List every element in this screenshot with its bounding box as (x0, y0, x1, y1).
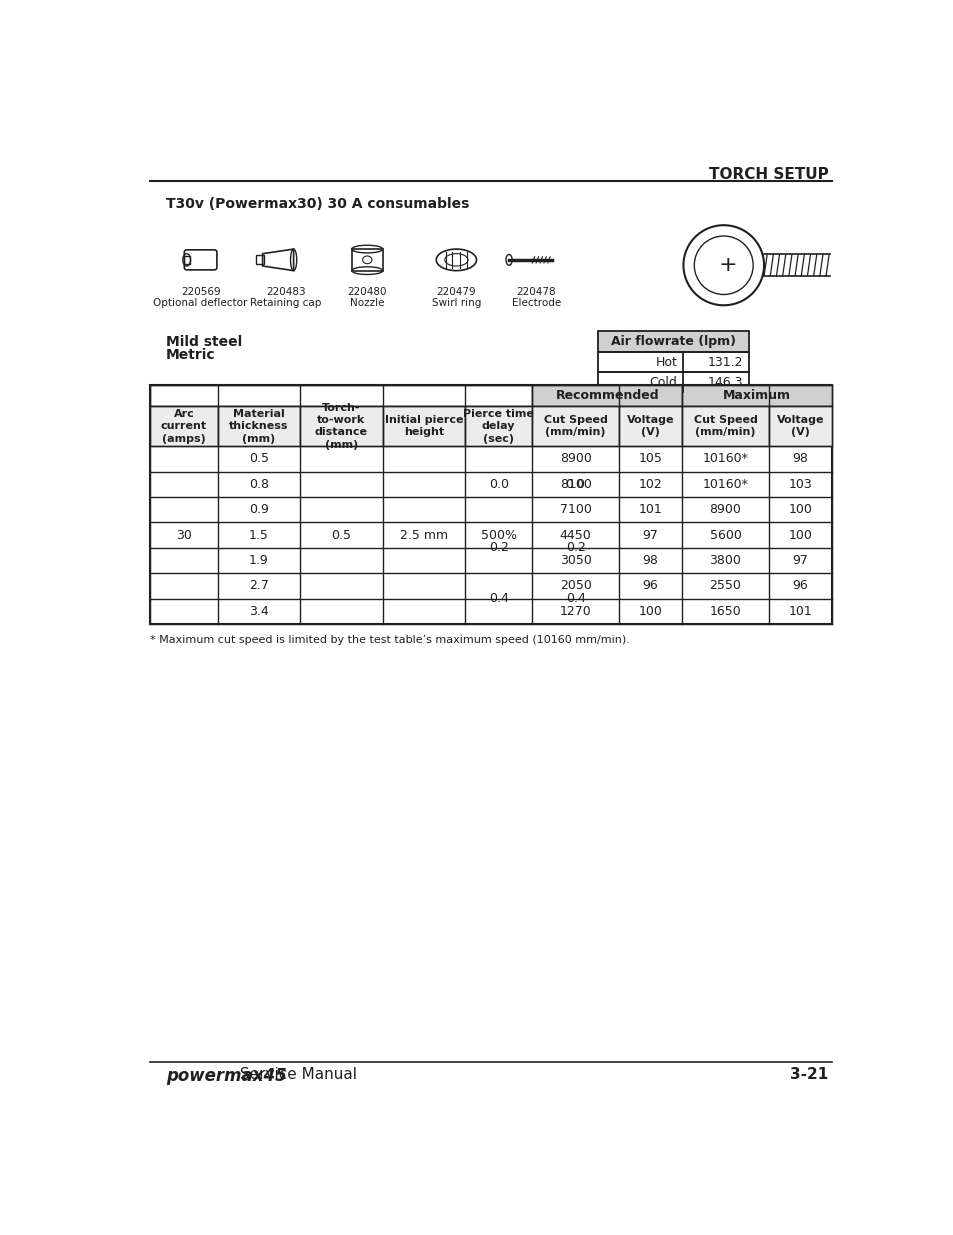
Bar (150, 384, 532, 406)
Text: 3800: 3800 (709, 555, 740, 567)
Text: Metric: Metric (166, 348, 215, 362)
Text: 1270: 1270 (559, 605, 591, 618)
Ellipse shape (505, 254, 512, 266)
Text: 101: 101 (638, 503, 661, 516)
Bar (464, 406, 532, 446)
Text: 3.4: 3.4 (249, 605, 269, 618)
Text: 100: 100 (638, 605, 661, 618)
Text: 97: 97 (792, 555, 807, 567)
Bar (352, 249, 382, 270)
Text: powermax45: powermax45 (166, 1067, 286, 1084)
Text: Torch-
to-work
distance
(mm): Torch- to-work distance (mm) (314, 403, 368, 450)
Text: 96: 96 (642, 579, 658, 593)
Text: 97: 97 (642, 529, 658, 542)
Text: 0.5: 0.5 (249, 452, 269, 466)
Bar (217, 406, 300, 446)
Text: 0.0: 0.0 (565, 478, 585, 490)
Text: 0.4: 0.4 (565, 592, 585, 605)
Text: 101: 101 (788, 605, 811, 618)
Text: 3050: 3050 (559, 555, 591, 567)
Bar (598, 331, 748, 352)
Bar (598, 352, 748, 372)
Text: TORCH SETUP: TORCH SETUP (708, 168, 827, 183)
Bar (150, 406, 217, 446)
Text: 0.4: 0.4 (488, 592, 508, 605)
Text: 220569
Optional deflector: 220569 Optional deflector (153, 287, 248, 309)
Text: 220479
Swirl ring: 220479 Swirl ring (432, 287, 480, 309)
Text: 1.5: 1.5 (249, 529, 269, 542)
Text: 146.3: 146.3 (707, 375, 742, 389)
Bar (150, 384, 831, 624)
Text: 103: 103 (788, 478, 811, 490)
Text: 8900: 8900 (559, 452, 591, 466)
Text: 2.5 mm: 2.5 mm (399, 529, 447, 542)
Bar (681, 384, 831, 406)
Text: 102: 102 (638, 478, 661, 490)
Bar (183, 256, 190, 264)
Text: 0.0: 0.0 (488, 478, 508, 490)
Bar (681, 406, 768, 446)
Text: Material
thickness
(mm): Material thickness (mm) (229, 409, 289, 443)
Bar (300, 406, 382, 446)
Text: Recommended: Recommended (555, 389, 659, 401)
Text: 220483
Retaining cap: 220483 Retaining cap (250, 287, 321, 309)
Text: 0.8: 0.8 (249, 478, 269, 490)
Text: 1650: 1650 (709, 605, 740, 618)
Text: Arc
current
(amps): Arc current (amps) (161, 409, 207, 443)
Text: +: + (718, 256, 736, 275)
Text: 220480
Nozzle: 220480 Nozzle (347, 287, 387, 309)
Text: Pierce time
delay
(sec): Pierce time delay (sec) (463, 409, 534, 443)
Text: 0.2: 0.2 (565, 541, 585, 555)
Text: 0.9: 0.9 (249, 503, 269, 516)
Text: 1.9: 1.9 (249, 555, 269, 567)
Text: Initial pierce
height: Initial pierce height (384, 415, 462, 437)
Bar (382, 406, 464, 446)
Text: Voltage
(V): Voltage (V) (776, 415, 823, 437)
Text: * Maximum cut speed is limited by the test table’s maximum speed (10160 mm/min).: * Maximum cut speed is limited by the te… (150, 635, 630, 645)
Text: 2050: 2050 (559, 579, 591, 593)
Text: 10160*: 10160* (701, 452, 747, 466)
Text: 30: 30 (176, 529, 192, 542)
Bar (598, 372, 748, 393)
Text: 96: 96 (792, 579, 807, 593)
Text: Cut Speed
(mm/min): Cut Speed (mm/min) (543, 415, 607, 437)
Bar (768, 406, 831, 446)
Text: 98: 98 (642, 555, 658, 567)
Text: 105: 105 (638, 452, 661, 466)
Text: Air flowrate (lpm): Air flowrate (lpm) (611, 335, 736, 348)
Text: 500%: 500% (480, 529, 517, 542)
Text: 0.2: 0.2 (488, 541, 508, 555)
Bar (532, 384, 681, 406)
Text: 100: 100 (787, 503, 812, 516)
Text: 98: 98 (792, 452, 807, 466)
Text: 0.5: 0.5 (331, 529, 351, 542)
Text: 220478
Electrode: 220478 Electrode (511, 287, 560, 309)
Text: 2.7: 2.7 (249, 579, 269, 593)
Text: 4450: 4450 (559, 529, 591, 542)
Text: Cut Speed
(mm/min): Cut Speed (mm/min) (693, 415, 757, 437)
Text: Cold: Cold (649, 375, 677, 389)
Text: Service Manual: Service Manual (235, 1067, 357, 1082)
Text: T30v (Powermax30) 30 A consumables: T30v (Powermax30) 30 A consumables (166, 196, 469, 211)
Text: 5600: 5600 (709, 529, 740, 542)
Text: 8100: 8100 (559, 478, 591, 490)
Text: Voltage
(V): Voltage (V) (626, 415, 674, 437)
Text: 7100: 7100 (559, 503, 591, 516)
Text: 100: 100 (787, 529, 812, 542)
Text: Mild steel: Mild steel (166, 336, 242, 350)
Text: 10160*: 10160* (701, 478, 747, 490)
Bar (618, 406, 681, 446)
Bar (256, 256, 264, 264)
Text: 8900: 8900 (709, 503, 740, 516)
Text: Maximum: Maximum (722, 389, 790, 401)
Text: 2550: 2550 (709, 579, 740, 593)
Bar (532, 406, 618, 446)
Text: 3-21: 3-21 (789, 1067, 827, 1082)
Text: Hot: Hot (655, 356, 677, 369)
Text: 131.2: 131.2 (707, 356, 742, 369)
